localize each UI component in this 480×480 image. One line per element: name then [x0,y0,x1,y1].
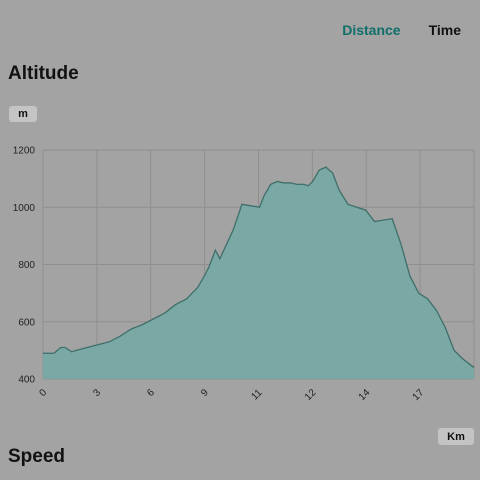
x-tick-label: 0 [37,387,49,399]
x-unit-badge: Km [438,428,474,445]
tab-time[interactable]: Time [428,22,461,38]
altitude-title: Altitude [8,63,79,84]
x-tick-label: 14 [357,387,373,403]
y-tick-label: 400 [18,375,35,386]
altitude-line [43,166,475,369]
view-toggle-tabs: Distance Time [342,22,461,38]
y-tick-label: 1200 [13,146,36,157]
x-tick-label: 12 [303,387,319,403]
x-tick-label: 6 [145,387,157,399]
speed-title: Speed [8,446,66,467]
y-tick-label: 800 [18,260,35,271]
y-unit-badge: m [9,106,37,122]
x-tick-label: 9 [199,387,211,399]
x-tick-label: 11 [249,387,264,402]
y-tick-label: 1000 [13,203,36,214]
tab-distance[interactable]: Distance [342,22,401,38]
y-tick-label: 600 [18,317,35,328]
x-tick-label: 17 [411,387,427,403]
altitude-area [43,167,474,379]
x-tick-label: 3 [91,387,103,399]
